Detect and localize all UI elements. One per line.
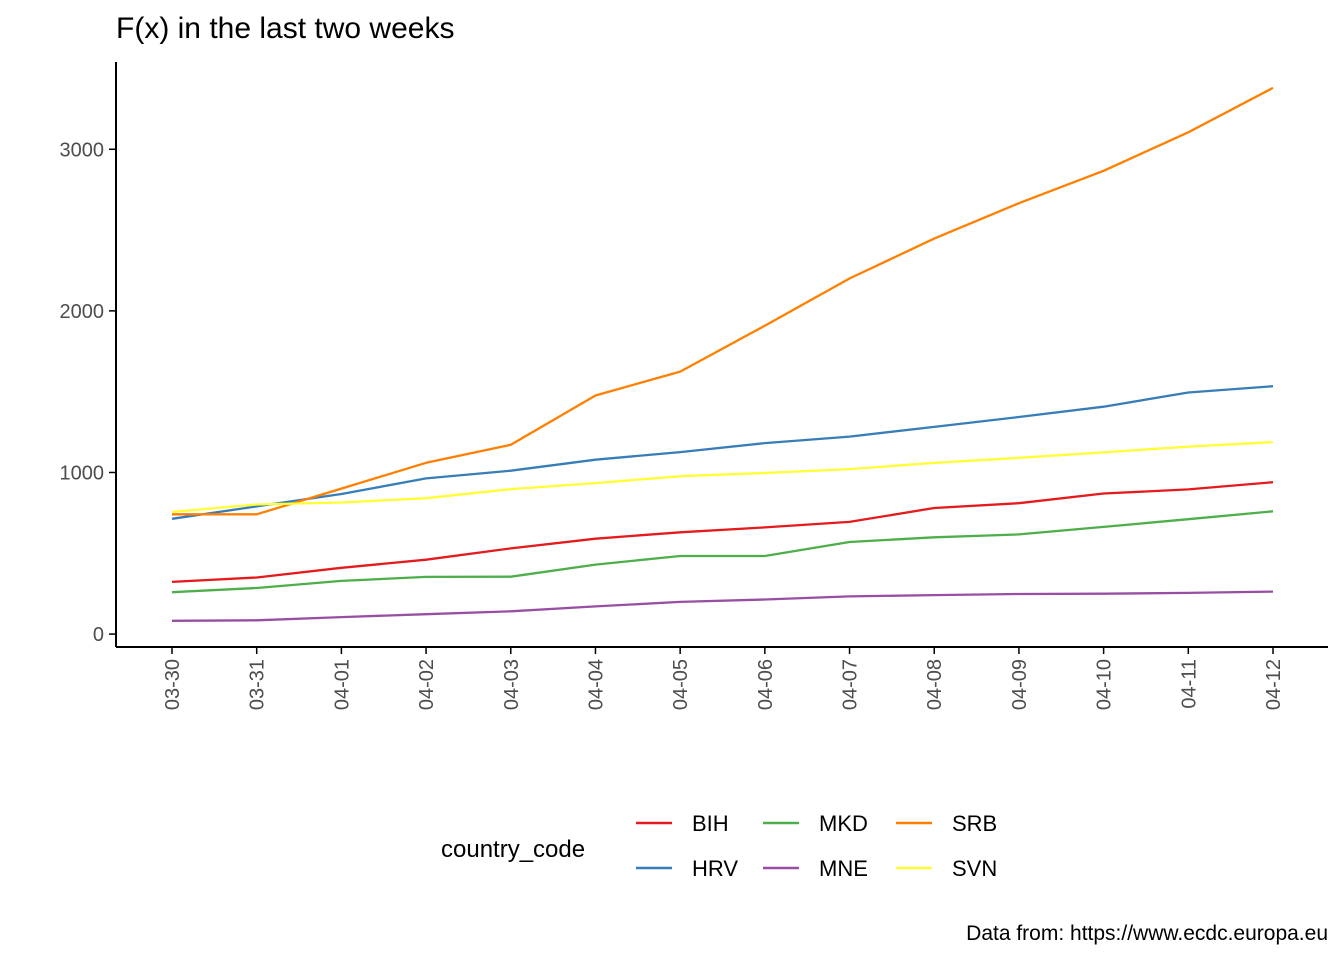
series-line-hrv <box>171 385 1274 520</box>
x-tick-label: 03-30 <box>162 659 184 710</box>
legend-label-svn: SVN <box>952 856 997 881</box>
x-tick-label: 04-10 <box>1094 659 1116 710</box>
legend-title: country_code <box>441 836 585 863</box>
series-lines <box>171 86 1274 622</box>
axes: 0 1000 2000 3000 03-30 03-31 04-01 04-02 04-03 04… <box>60 62 1328 710</box>
x-tick-label: 04-09 <box>1009 659 1031 710</box>
x-tick-label: 04-08 <box>924 659 946 710</box>
x-tick-label: 04-01 <box>331 659 353 710</box>
legend-label-hrv: HRV <box>692 856 738 881</box>
series-line-mkd <box>171 510 1274 594</box>
x-tick-label: 04-12 <box>1263 659 1285 710</box>
series-line-srb <box>172 86 1274 516</box>
x-tick-label: 04-06 <box>755 659 777 710</box>
series-line-svn <box>171 440 1274 514</box>
series-line-bih <box>171 481 1274 584</box>
data-source-caption: Data from: https://www.ecdc.europa.eu <box>966 922 1328 945</box>
x-tick-label: 03-31 <box>247 659 269 710</box>
legend-label-bih: BIH <box>692 811 729 836</box>
x-tick-label: 04-04 <box>585 659 607 710</box>
x-tick-label: 04-03 <box>501 659 523 710</box>
chart-title: F(x) in the last two weeks <box>116 12 454 45</box>
legend: country_code BIH HRV MKD MNE SRB SVN <box>441 811 997 881</box>
y-tick-label: 0 <box>93 624 104 646</box>
y-tick-label: 3000 <box>60 139 105 161</box>
x-tick-label: 04-02 <box>416 659 438 710</box>
legend-label-srb: SRB <box>952 811 997 836</box>
legend-label-mkd: MKD <box>819 811 868 836</box>
x-tick-label: 04-07 <box>840 659 862 710</box>
series-line-mne <box>171 590 1274 622</box>
y-tick-label: 2000 <box>60 301 105 323</box>
y-tick-label: 1000 <box>60 462 105 484</box>
x-tick-label: 04-11 <box>1178 659 1200 709</box>
x-tick-label: 04-05 <box>670 659 692 710</box>
legend-label-mne: MNE <box>819 856 868 881</box>
